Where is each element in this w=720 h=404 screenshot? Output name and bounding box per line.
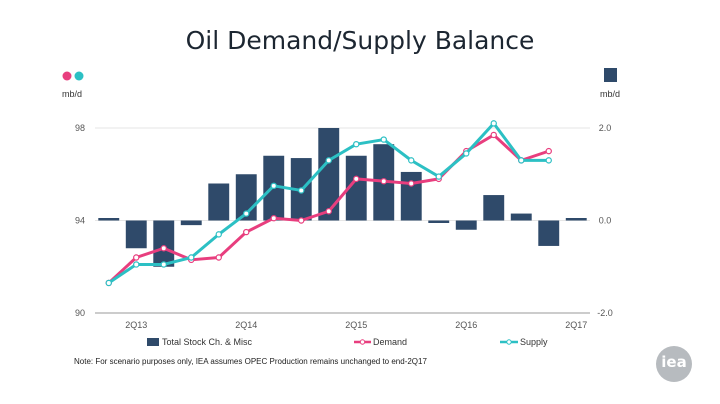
left-axis-tick-label: 90 — [75, 308, 85, 318]
stock-change-bar — [125, 220, 147, 249]
supply-point — [518, 157, 525, 164]
left-axis-tick-label: 94 — [75, 216, 85, 226]
stock-change-bar — [180, 220, 202, 226]
supply-point — [188, 254, 195, 261]
supply-point — [325, 157, 332, 164]
demand-point — [380, 177, 387, 185]
stock-change-bar — [318, 128, 340, 221]
chart-title: Oil Demand/Supply Balance — [185, 26, 535, 55]
supply-point — [270, 182, 277, 190]
legend-swatch-stock — [147, 338, 159, 346]
right-axis-unit: mb/d — [600, 89, 620, 99]
supply-point — [133, 261, 140, 268]
supply-point — [243, 210, 250, 217]
supply-point — [435, 173, 442, 180]
x-axis-tick-label: 2Q13 — [125, 320, 147, 330]
stock-change-bar — [538, 220, 560, 246]
right-axis-tick-label: -2.0 — [597, 308, 613, 318]
demand-point — [408, 180, 415, 187]
demand-point — [270, 214, 277, 222]
legend: Total Stock Ch. & Misc Demand Supply — [147, 337, 548, 347]
legend-marker-supply — [506, 339, 512, 345]
left-axis-tick-label: 98 — [75, 123, 85, 133]
supply-point — [380, 136, 387, 143]
supply-point — [490, 120, 497, 127]
iea-logo-text: iea — [661, 353, 687, 371]
footnote: Note: For scenario purposes only, IEA as… — [74, 357, 427, 366]
supply-point — [408, 157, 415, 164]
stock-change-bar — [455, 220, 477, 230]
bars-axis-marker — [604, 68, 617, 82]
axes: 90 94 98 -2.0 0.0 2.0 2Q13 2Q14 2Q15 2Q16 2Q17 mb/d… — [62, 89, 620, 330]
supply-axis-marker — [74, 71, 84, 81]
stock-change-bar — [153, 220, 175, 267]
stock-change-bar — [400, 171, 422, 221]
legend-marker-demand — [359, 339, 366, 345]
axis-markers — [62, 68, 617, 82]
stock-change-bar — [565, 218, 587, 221]
supply-point — [353, 140, 360, 148]
demand-point — [243, 228, 250, 236]
stock-change-bar — [428, 220, 450, 223]
iea-logo: iea — [656, 346, 692, 382]
legend-label-supply: Supply — [520, 337, 548, 347]
supply-point — [215, 231, 222, 238]
demand-point — [298, 217, 305, 224]
line-series — [105, 120, 552, 287]
demand-point — [160, 245, 167, 252]
supply-point — [160, 261, 167, 268]
stock-change-bar — [483, 195, 505, 221]
demand-point — [215, 254, 222, 261]
demand-point — [545, 147, 552, 155]
demand-point — [133, 254, 140, 261]
right-axis-tick-label: 2.0 — [599, 123, 612, 133]
stock-change-bar — [345, 155, 367, 221]
demand-point — [490, 131, 497, 139]
left-axis-unit: mb/d — [62, 89, 82, 99]
supply-point — [105, 279, 112, 287]
supply-point — [463, 150, 470, 157]
right-axis-tick-label: 0.0 — [599, 216, 612, 226]
stock-change-bar — [98, 218, 120, 221]
stock-change-bar — [510, 213, 532, 221]
x-axis-tick-label: 2Q15 — [345, 320, 367, 330]
stock-change-bar — [208, 183, 230, 221]
x-axis-tick-label: 2Q14 — [235, 320, 257, 330]
legend-label-stock: Total Stock Ch. & Misc — [162, 337, 253, 347]
x-axis-tick-label: 2Q16 — [455, 320, 477, 330]
demand-axis-marker — [62, 71, 72, 81]
legend-label-demand: Demand — [373, 337, 407, 347]
supply-point — [545, 157, 552, 164]
demand-point — [353, 175, 360, 183]
supply-point — [298, 187, 305, 194]
demand-point — [325, 208, 332, 215]
x-axis-tick-label: 2Q17 — [565, 320, 587, 330]
